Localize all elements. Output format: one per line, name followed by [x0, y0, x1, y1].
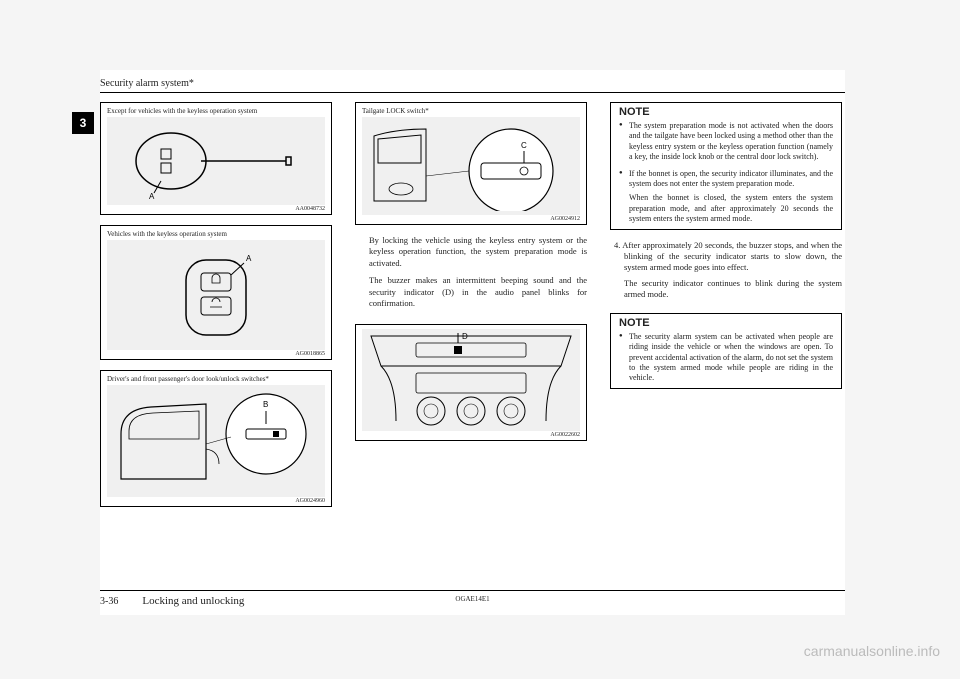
body-para: The security indicator continues to blin…	[610, 278, 842, 301]
column-3: NOTE The system preparation mode is not …	[610, 102, 842, 399]
tailgate-illustration: C	[362, 117, 580, 215]
key-illustration: A	[107, 117, 325, 205]
page-footer: 3-36 Locking and unlocking OGAE14E1	[100, 590, 845, 607]
body-para: The buzzer makes an intermittent beeping…	[355, 275, 587, 309]
numbered-para: 4. After approximately 20 seconds, the b…	[610, 240, 842, 274]
figure-caption: Tailgate LOCK switch*	[362, 107, 580, 115]
header-rule	[100, 92, 845, 93]
note-box-1: NOTE The system preparation mode is not …	[610, 102, 842, 230]
note-box-2: NOTE The security alarm system can be ac…	[610, 313, 842, 389]
note-title: NOTE	[611, 103, 841, 119]
label-a: A	[149, 192, 155, 201]
column-1: Except for vehicles with the keyless ope…	[100, 102, 332, 517]
footer-doc-code: OGAE14E1	[455, 595, 489, 603]
figure-code: AG0022602	[362, 432, 580, 438]
figure-code: AG0024960	[107, 498, 325, 504]
figure-tailgate: Tailgate LOCK switch* C AG0024912	[355, 102, 587, 225]
fob-illustration: A	[107, 240, 325, 350]
figure-key: Except for vehicles with the keyless ope…	[100, 102, 332, 215]
column-2: Tailgate LOCK switch* C AG0024912 By loc…	[355, 102, 587, 451]
dashboard-illustration: D	[362, 329, 580, 431]
watermark: carmanualsonline.info	[804, 643, 940, 659]
door-illustration: B	[107, 385, 325, 497]
body-para: By locking the vehicle using the keyless…	[355, 235, 587, 269]
figure-door-switch: Driver's and front passenger's door look…	[100, 370, 332, 507]
figure-dashboard: D AG0022602	[355, 324, 587, 441]
header-title: Security alarm system*	[100, 78, 194, 89]
figure-code: AG0018865	[107, 351, 325, 357]
footer-page-number: 3-36	[100, 596, 118, 607]
note-item: The security alarm system can be activat…	[611, 330, 841, 388]
label-d: D	[462, 332, 468, 341]
figure-caption: Vehicles with the keyless operation syst…	[107, 230, 325, 238]
chapter-tab: 3	[72, 112, 94, 134]
label-a: A	[246, 254, 252, 263]
label-c: C	[521, 141, 527, 150]
note-item: The system preparation mode is not activ…	[611, 119, 841, 167]
figure-caption: Except for vehicles with the keyless ope…	[107, 107, 325, 115]
note-title: NOTE	[611, 314, 841, 330]
footer-section-title: Locking and unlocking	[142, 595, 845, 607]
manual-page: Security alarm system* 3 Except for vehi…	[100, 70, 845, 615]
figure-code: AA0048732	[107, 206, 325, 212]
note-item: If the bonnet is open, the security indi…	[611, 167, 841, 194]
label-b: B	[263, 400, 268, 409]
figure-caption: Driver's and front passenger's door look…	[107, 375, 325, 383]
figure-fob: Vehicles with the keyless operation syst…	[100, 225, 332, 360]
note-item-cont: When the bonnet is closed, the system en…	[611, 193, 841, 228]
figure-code: AG0024912	[362, 216, 580, 222]
